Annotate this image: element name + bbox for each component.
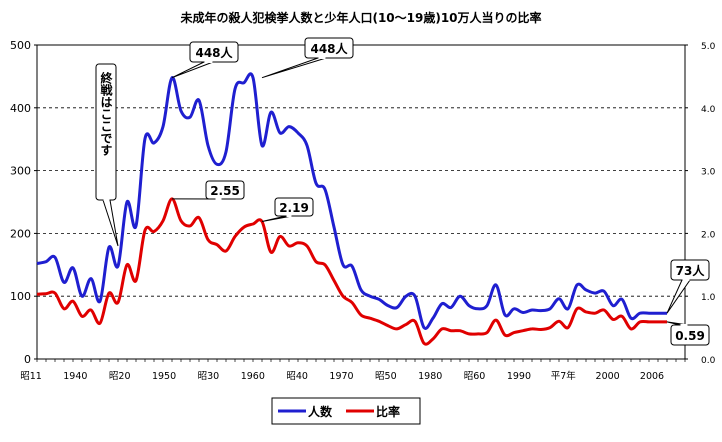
callout-label: 73人 (676, 263, 706, 278)
axes: 0 100 200 300 400 500 0.0 1.0 2.0 3.0 4.0 5.0 昭11 194… (10, 39, 716, 382)
x-tick-label: 2000 (596, 371, 620, 382)
legend-label-ratio: 比率 (376, 404, 400, 419)
x-tick-label: 2006 (640, 371, 664, 382)
callout-box (670, 259, 710, 281)
callout-label: 448人 (310, 41, 348, 56)
x-tick-label: 1970 (329, 371, 353, 382)
y-right-tick-label: 4.0 (701, 105, 716, 115)
x-tick-label: 1980 (418, 371, 442, 382)
x-tick-label: 平7年 (551, 370, 577, 382)
chart-title: 未成年の殺人犯検挙人数と少年人口(10〜19歳)10万人当りの比率 (179, 10, 541, 25)
x-tick-label: 1960 (241, 371, 265, 382)
callout-label: 2.55 (210, 184, 240, 198)
callout-box (670, 324, 710, 346)
y-right-tick-label: 2.0 (701, 230, 716, 240)
x-tick-label: 昭50 (375, 371, 397, 382)
plot-area (36, 44, 686, 360)
x-tick-label: 1940 (63, 371, 87, 382)
y-right-tick-label: 3.0 (701, 168, 716, 178)
legend-label-people: 人数 (308, 404, 333, 419)
series (36, 72, 667, 346)
y-left-tick-label: 0 (24, 353, 31, 366)
callout-label: 0.59 (675, 329, 705, 343)
series-line-people (36, 72, 667, 330)
y-left-tick-label: 300 (10, 165, 31, 178)
y-left-tick-label: 500 (10, 39, 31, 52)
x-tick-label: 1950 (152, 371, 176, 382)
y-left-tick-label: 200 (10, 227, 31, 240)
y-left-tick-label: 100 (10, 290, 31, 303)
x-tick-label: 1990 (507, 371, 531, 382)
x-tick-label: 昭20 (109, 371, 131, 382)
callout-box (304, 37, 354, 59)
callout-box (205, 180, 245, 200)
callout-label: 2.19 (279, 201, 309, 215)
x-tick-label: 昭40 (286, 371, 308, 382)
y-right-tick-label: 5.0 (701, 42, 716, 52)
callout-box (189, 41, 239, 63)
callout-box (274, 197, 314, 217)
y-right-tick-label: 1.0 (701, 293, 716, 303)
y-right-tick-label: 0.0 (701, 356, 716, 366)
annotations: 448人 448人 2.55 2.19 73人 0.59 終戦はここです (95, 37, 710, 346)
x-tick-label: 昭11 (20, 371, 42, 382)
x-tick-label: 昭30 (198, 371, 220, 382)
callout-label: 448人 (195, 45, 233, 60)
y-left-tick-label: 400 (10, 102, 31, 115)
callout-label-vertical: 終戦はここです (99, 71, 113, 156)
x-tick-label: 昭60 (464, 371, 486, 382)
series-line-ratio (36, 197, 667, 346)
